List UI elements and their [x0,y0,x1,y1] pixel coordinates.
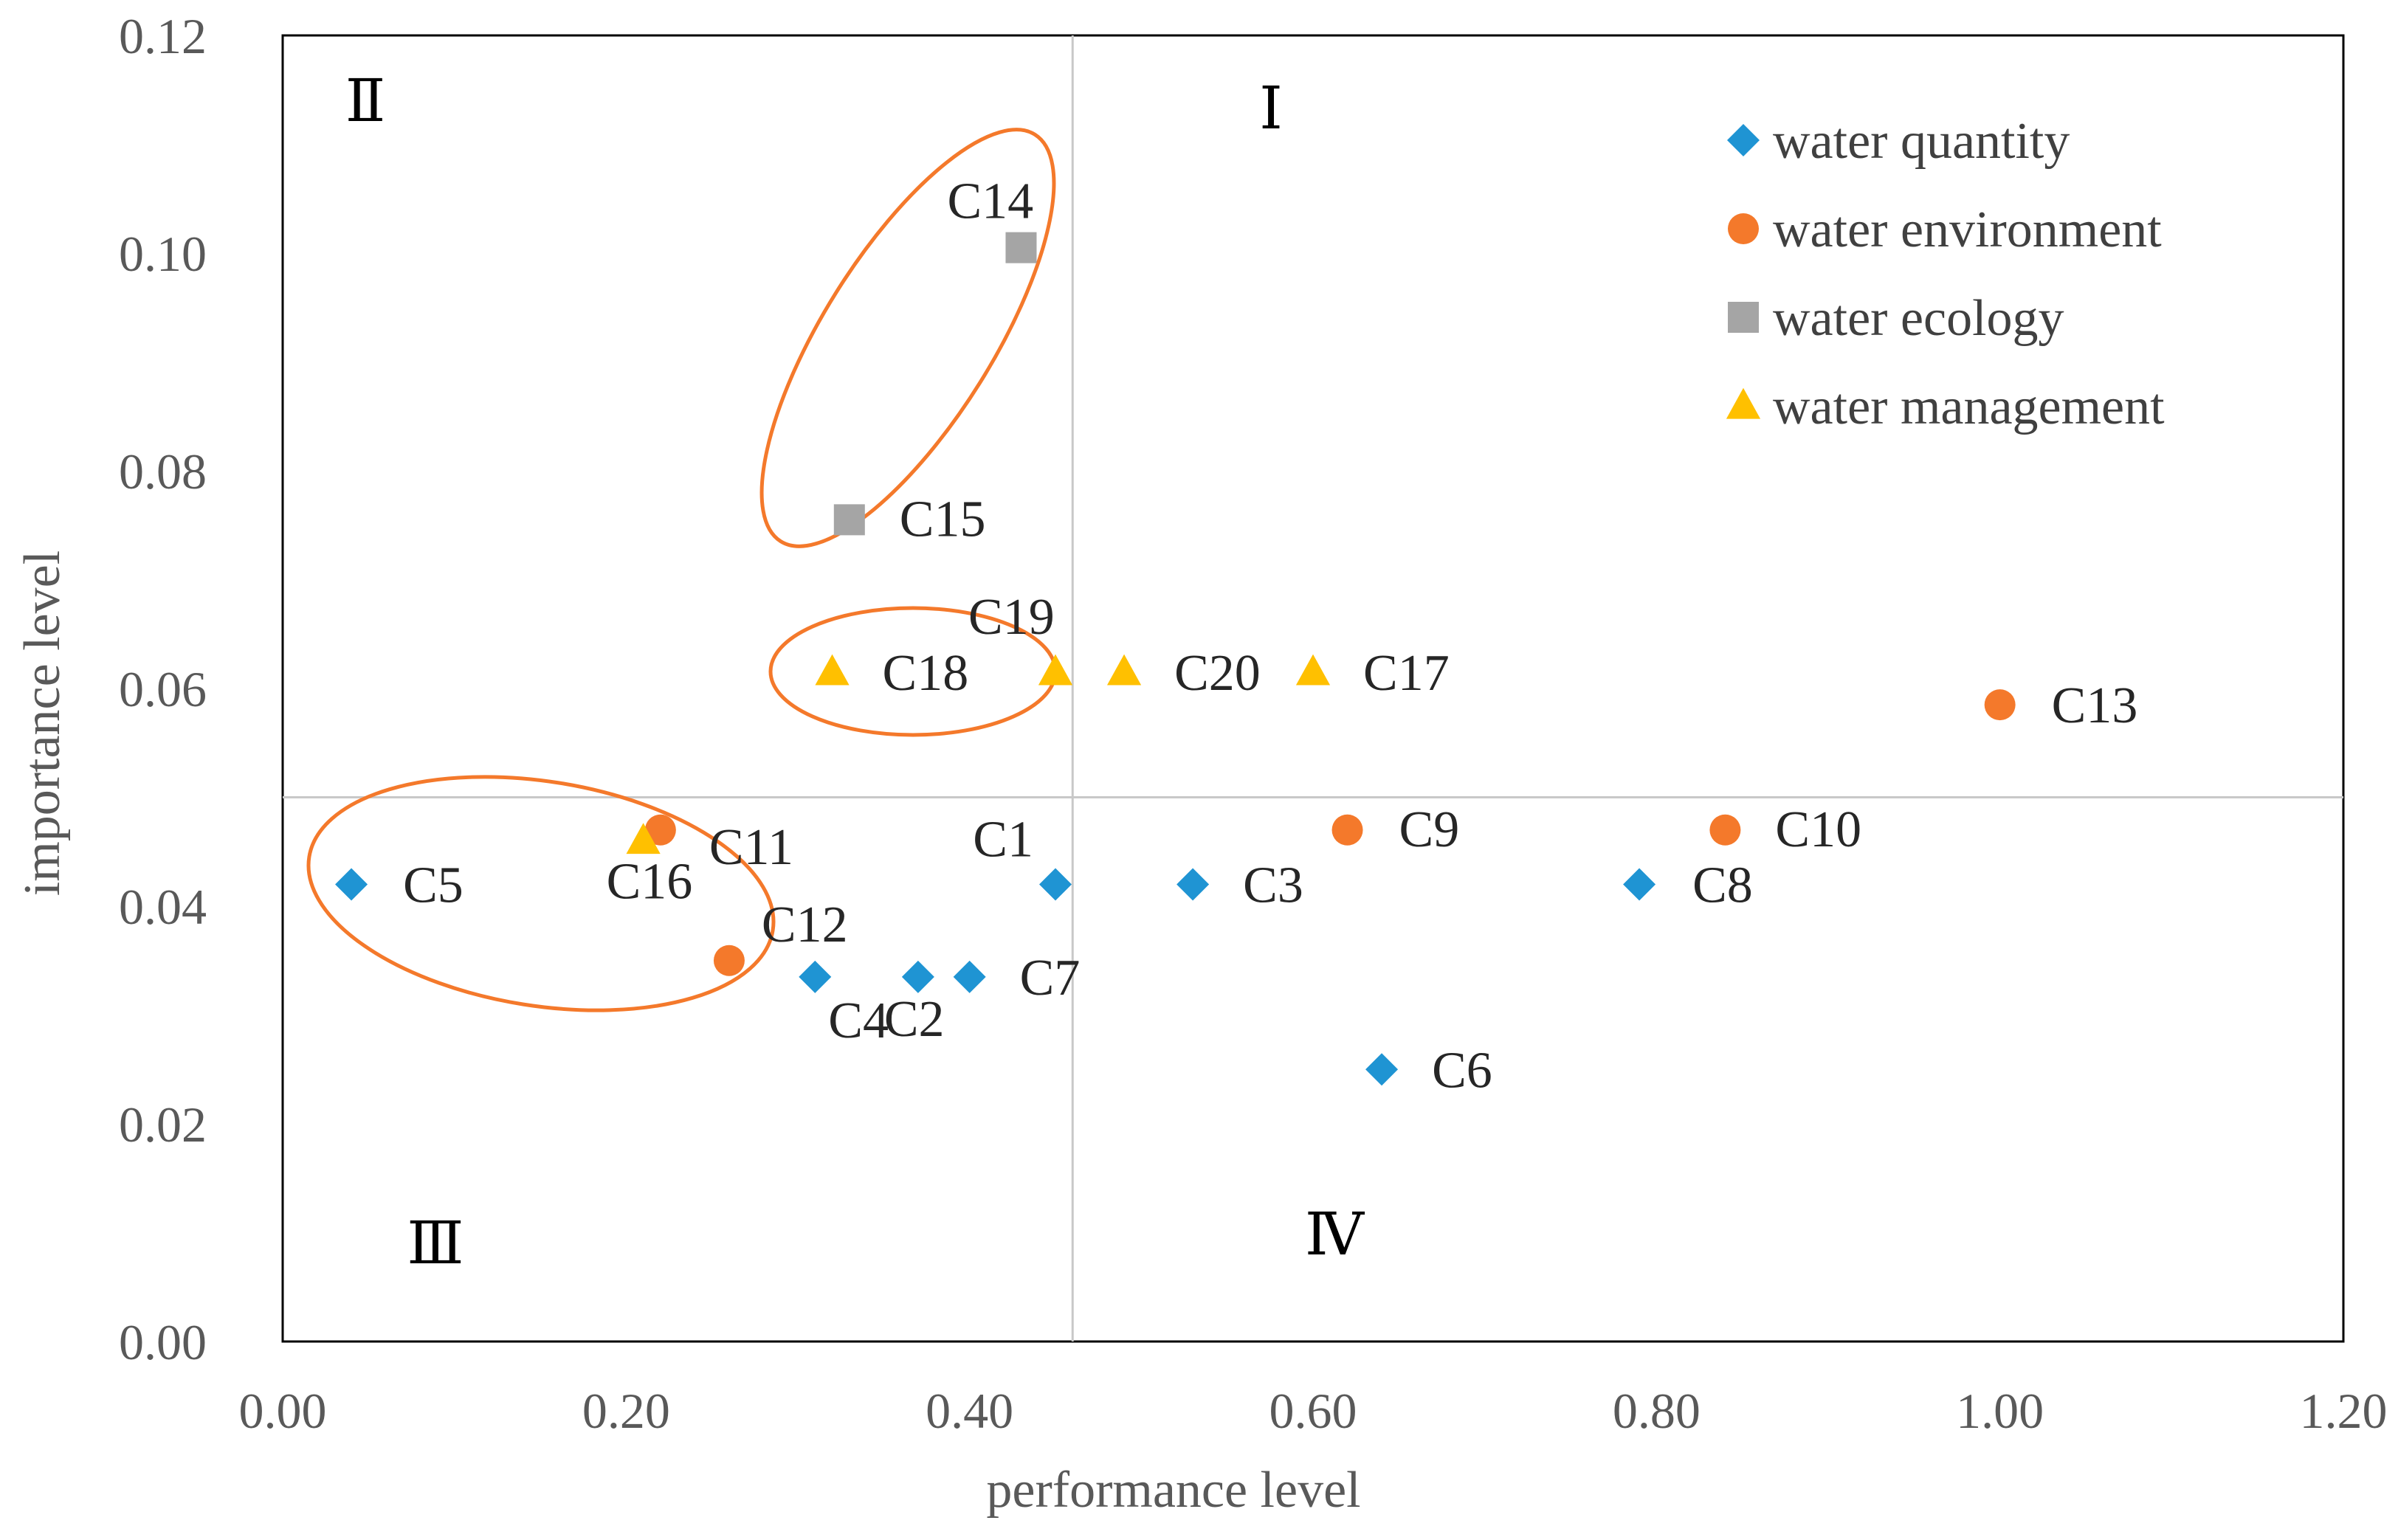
data-point-c3 [1176,868,1210,901]
legend-label: water quantity [1773,113,2070,170]
point-label-c9: C9 [1399,801,1460,858]
point-label-c14: C14 [947,173,1033,230]
x-tick-label: 0.80 [1613,1383,1701,1439]
point-label-c3: C3 [1243,857,1303,914]
quadrant-label-top-left: Ⅱ [345,69,385,134]
data-point-c19 [1038,654,1073,686]
data-point-c12 [713,945,745,976]
data-point-c15 [833,504,865,536]
y-tick-label: 0.06 [119,661,207,717]
legend-marker-square [1728,302,1759,333]
legend-marker-diamond [1727,124,1760,156]
x-tick-label: 1.00 [1956,1383,2044,1439]
legend-marker-triangle [1726,387,1761,419]
data-point-c4 [799,960,832,993]
data-point-c5 [335,868,368,901]
x-axis-title: performance level [986,1462,1360,1519]
point-label-c11: C11 [709,819,793,876]
data-point-c1 [1039,868,1072,901]
data-point-c17 [1295,654,1331,686]
highlight-ellipse [306,775,776,1012]
legend-label: water ecology [1773,290,2064,347]
data-point-c18 [815,654,850,686]
legend-marker-circle [1728,213,1759,244]
x-tick-label: 0.60 [1269,1383,1357,1439]
quadrant-label-bottom-right: Ⅳ [1305,1203,1365,1268]
point-label-c19: C19 [968,589,1055,646]
point-label-c13: C13 [2052,677,2138,734]
point-label-c6: C6 [1432,1042,1492,1099]
data-point-c13 [1984,689,2016,721]
data-point-c2 [901,960,934,993]
data-point-c10 [1709,814,1741,846]
data-point-c20 [1106,654,1142,686]
data-point-c14 [1005,232,1037,263]
x-tick-label: 0.00 [239,1383,327,1439]
y-tick-label: 0.10 [119,226,207,282]
data-point-c7 [953,960,986,993]
point-label-c10: C10 [1775,801,1861,858]
x-tick-label: 1.20 [2300,1383,2388,1439]
x-tick-label: 0.40 [926,1383,1013,1439]
y-tick-label: 0.08 [119,443,207,500]
point-label-c12: C12 [762,897,848,953]
data-point-c6 [1365,1053,1399,1086]
point-label-c2: C2 [884,991,945,1048]
data-point-c11 [644,814,676,846]
point-label-c16: C16 [607,854,693,911]
point-label-c4: C4 [828,992,889,1049]
highlight-ellipse [759,128,1056,548]
y-tick-label: 0.04 [119,879,207,935]
y-tick-label: 0.00 [119,1314,207,1370]
point-label-c5: C5 [403,857,464,914]
point-label-c20: C20 [1174,645,1261,702]
y-axis-title: importance level [14,550,71,896]
legend-label: water management [1773,379,2165,435]
legend: water quantity water environment water eco… [1726,113,2165,435]
data-point-c9 [1331,814,1363,846]
data-point-c16 [626,823,661,854]
quadrant-label-top-right: Ⅰ [1259,77,1283,142]
data-point-c8 [1623,868,1656,901]
legend-label: water environment [1773,201,2162,258]
point-label-c1: C1 [973,812,1033,869]
point-label-c15: C15 [900,491,986,548]
point-label-c8: C8 [1692,857,1753,914]
y-tick-label: 0.02 [119,1097,207,1153]
point-label-c18: C18 [883,645,969,702]
plot-area-border [281,34,2345,1343]
quadrant-label-bottom-left: Ⅲ [407,1212,464,1277]
x-tick-label: 0.20 [582,1383,670,1439]
y-tick-label: 0.12 [119,8,207,64]
point-label-c7: C7 [1020,950,1081,1006]
point-label-c17: C17 [1363,645,1450,702]
